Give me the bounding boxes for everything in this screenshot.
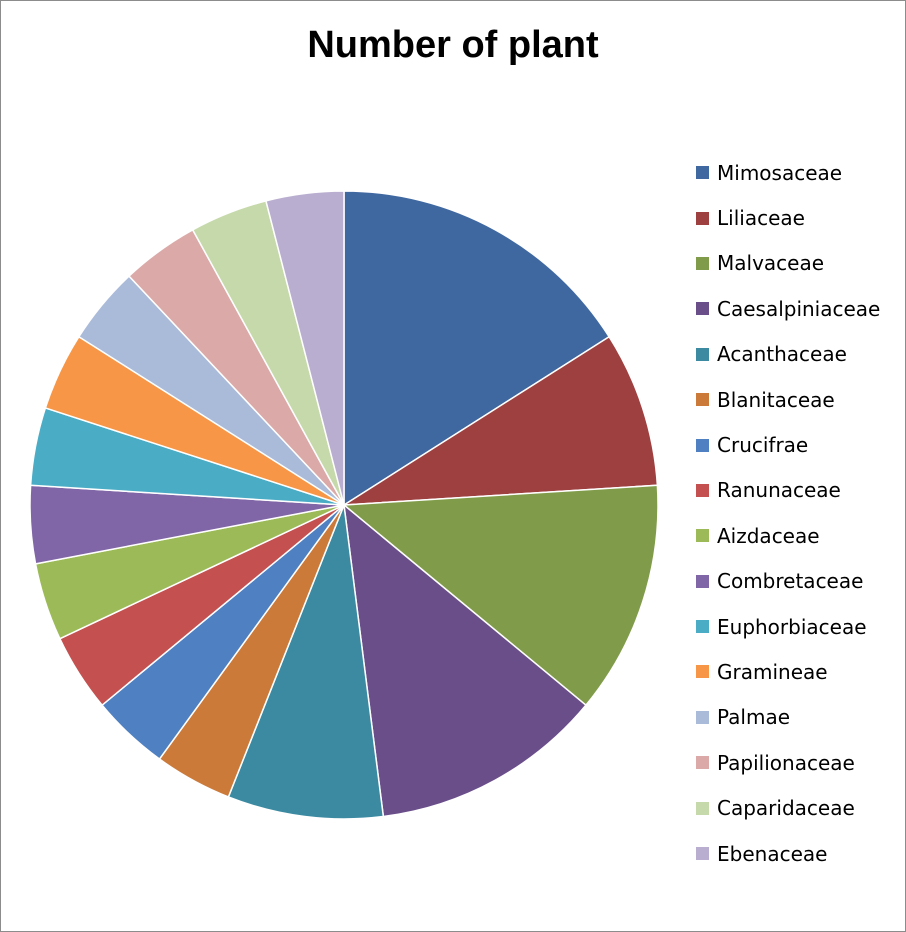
legend-label: Palmae	[717, 705, 791, 730]
legend-swatch	[696, 483, 709, 497]
legend-label: Papilionaceae	[717, 750, 855, 775]
legend-label: Ebenaceae	[717, 841, 828, 866]
pie-slice-acanthaceae	[227, 504, 385, 820]
legend-item-blanitaceae: Blanitaceae	[696, 377, 880, 422]
pie-slice-malvaceae	[343, 484, 659, 706]
legend-swatch	[696, 166, 709, 180]
legend-item-liliaceae: Liliaceae	[696, 195, 880, 240]
legend-label: Caparidaceae	[717, 796, 855, 821]
legend-label: Combretaceae	[717, 569, 864, 594]
legend-label: Acanthaceae	[717, 342, 847, 367]
legend-label: Caesalpiniaceae	[717, 296, 881, 321]
legend-item-crucifrae: Crucifrae	[696, 422, 880, 467]
legend-label: Ranunaceae	[717, 478, 841, 503]
legend-label: Aizdaceae	[717, 523, 820, 548]
legend-swatch	[696, 393, 709, 407]
legend-label: Crucifrae	[717, 433, 809, 458]
legend-swatch	[696, 710, 709, 724]
legend-item-malvaceae: Malvaceae	[696, 241, 880, 286]
legend-label: Gramineae	[717, 659, 828, 684]
legend-swatch	[696, 574, 709, 588]
legend-swatch	[696, 347, 709, 361]
chart-title: Number of plant	[307, 24, 599, 66]
legend-item-euphorbiaceae: Euphorbiaceae	[696, 604, 880, 649]
legend-swatch	[696, 256, 709, 270]
legend-swatch	[696, 438, 709, 452]
legend-item-aizdaceae: Aizdaceae	[696, 513, 880, 558]
legend-swatch	[696, 847, 709, 861]
legend-item-ebenaceae: Ebenaceae	[696, 831, 880, 876]
legend-swatch	[696, 529, 709, 543]
legend-item-palmae: Palmae	[696, 695, 880, 740]
legend-item-ranunaceae: Ranunaceae	[696, 468, 880, 513]
legend-item-acanthaceae: Acanthaceae	[696, 332, 880, 377]
legend-item-combretaceae: Combretaceae	[696, 559, 880, 604]
legend-label: Mimosaceae	[717, 160, 843, 185]
legend-swatch	[696, 620, 709, 634]
legend-item-caesalpiniaceae: Caesalpiniaceae	[696, 286, 880, 331]
legend-item-papilionaceae: Papilionaceae	[696, 740, 880, 785]
legend-item-caparidaceae: Caparidaceae	[696, 785, 880, 830]
legend-label: Liliaceae	[717, 206, 805, 231]
legend: Mimosaceae Liliaceae Malvaceae Caesalpiniac…	[696, 150, 880, 876]
legend-swatch	[696, 801, 709, 815]
pie-slice-liliaceae	[343, 336, 659, 506]
legend-label: Blanitaceae	[717, 387, 835, 412]
legend-swatch	[696, 756, 709, 770]
pie-slice-mimosaceae	[343, 190, 610, 506]
legend-label: Euphorbiaceae	[717, 614, 867, 639]
legend-swatch	[696, 302, 709, 316]
pie-slice-ebenaceae	[265, 190, 345, 506]
pie-slice-caesalpiniaceae	[343, 504, 587, 818]
legend-swatch	[696, 211, 709, 225]
legend-label: Malvaceae	[717, 251, 825, 276]
legend-item-mimosaceae: Mimosaceae	[696, 150, 880, 195]
legend-swatch	[696, 665, 709, 679]
legend-item-gramineae: Gramineae	[696, 649, 880, 694]
